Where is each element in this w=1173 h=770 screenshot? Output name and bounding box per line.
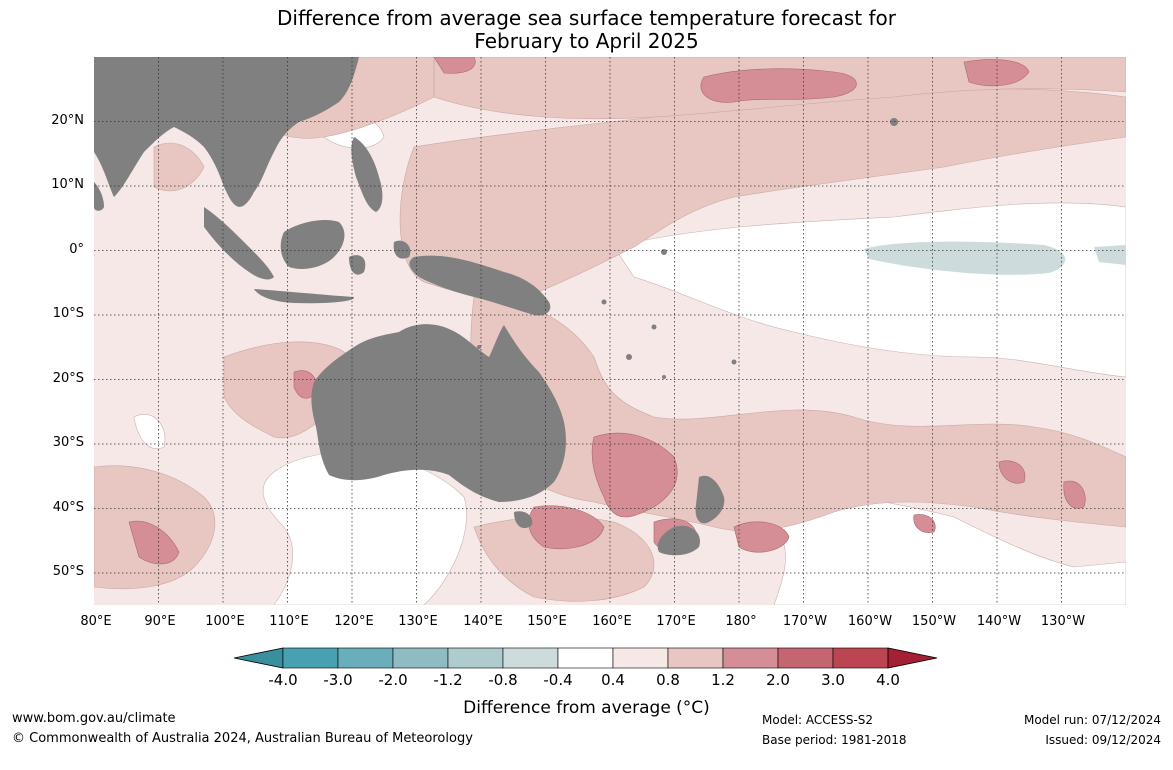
lat-label-0: 0° <box>69 242 84 257</box>
lon-label-130w: 130°W <box>1040 614 1086 629</box>
colorbar-segment <box>667 647 724 669</box>
colorbar-tick: -4.0 <box>268 671 298 689</box>
colorbar-segment <box>447 647 504 669</box>
website-link[interactable]: www.bom.gov.au/climate <box>12 711 176 726</box>
colorbar-tick: -3.0 <box>323 671 353 689</box>
lon-label-110e: 110°E <box>269 614 309 629</box>
sst-anomaly-map <box>94 57 1126 605</box>
lat-label-10n: 10°N <box>51 177 84 192</box>
landmasses <box>94 57 898 556</box>
colorbar-segment <box>612 647 669 669</box>
model-run-text: Model run: 07/12/2024 <box>1023 713 1161 727</box>
issued-text: Issued: 09/12/2024 <box>1045 733 1161 747</box>
map-canvas <box>94 57 1126 605</box>
strong-warm-anomaly-regions <box>128 57 1086 565</box>
lon-label-180: 180° <box>725 614 757 629</box>
colorbar-tick: -1.2 <box>433 671 463 689</box>
colorbar-tick: -2.0 <box>378 671 408 689</box>
lon-label-170w: 170°W <box>782 614 828 629</box>
colorbar-extend-high <box>887 647 938 669</box>
lon-label-160e: 160°E <box>592 614 632 629</box>
copyright-text: © Commonwealth of Australia 2024, Austra… <box>12 731 473 746</box>
lon-label-140e: 140°E <box>463 614 503 629</box>
colorbar-tick: 0.4 <box>601 671 625 689</box>
colorbar-tick: 4.0 <box>876 671 900 689</box>
colorbar-segment <box>832 647 889 669</box>
colorbar-tick: 3.0 <box>821 671 845 689</box>
graticule <box>94 57 1126 605</box>
lon-label-150e: 150°E <box>527 614 567 629</box>
lat-label-20s: 20°S <box>52 371 84 386</box>
lon-label-100e: 100°E <box>205 614 245 629</box>
colorbar-tick: 0.8 <box>656 671 680 689</box>
map-title-line-2: February to April 2025 <box>474 29 699 53</box>
colorbar-segment <box>392 647 449 669</box>
colorbar-extend-low <box>234 647 284 669</box>
lon-label-130e: 130°E <box>398 614 438 629</box>
base-period-text: Base period: 1981-2018 <box>762 733 907 747</box>
model-text: Model: ACCESS-S2 <box>762 713 874 727</box>
lon-label-140w: 140°W <box>976 614 1022 629</box>
colorbar-segment <box>282 647 339 669</box>
colorbar-segment <box>777 647 834 669</box>
colorbar-segment <box>502 647 559 669</box>
lat-label-20n: 20°N <box>51 113 84 128</box>
colorbar-segment <box>722 647 779 669</box>
colorbar-tick: -0.8 <box>488 671 518 689</box>
map-title-line-1: Difference from average sea surface temp… <box>276 6 896 30</box>
lon-label-80e: 80°E <box>80 614 112 629</box>
colorbar-segment <box>557 647 614 669</box>
colorbar-tick: 1.2 <box>711 671 735 689</box>
lat-label-50s: 50°S <box>52 564 84 579</box>
colorbar <box>234 647 938 669</box>
colorbar-tick: 2.0 <box>766 671 790 689</box>
cool-anomaly-regions <box>864 241 1126 275</box>
colorbar-label: Difference from average (°C) <box>463 698 710 718</box>
colorbar-segment <box>337 647 394 669</box>
lat-label-10s: 10°S <box>52 306 84 321</box>
lon-label-160w: 160°W <box>847 614 893 629</box>
lon-label-170e: 170°E <box>656 614 696 629</box>
lon-label-120e: 120°E <box>334 614 374 629</box>
colorbar-tick: -0.4 <box>543 671 573 689</box>
lon-label-90e: 90°E <box>144 614 176 629</box>
lat-label-40s: 40°S <box>52 500 84 515</box>
lon-label-150w: 150°W <box>911 614 957 629</box>
lat-label-30s: 30°S <box>52 435 84 450</box>
